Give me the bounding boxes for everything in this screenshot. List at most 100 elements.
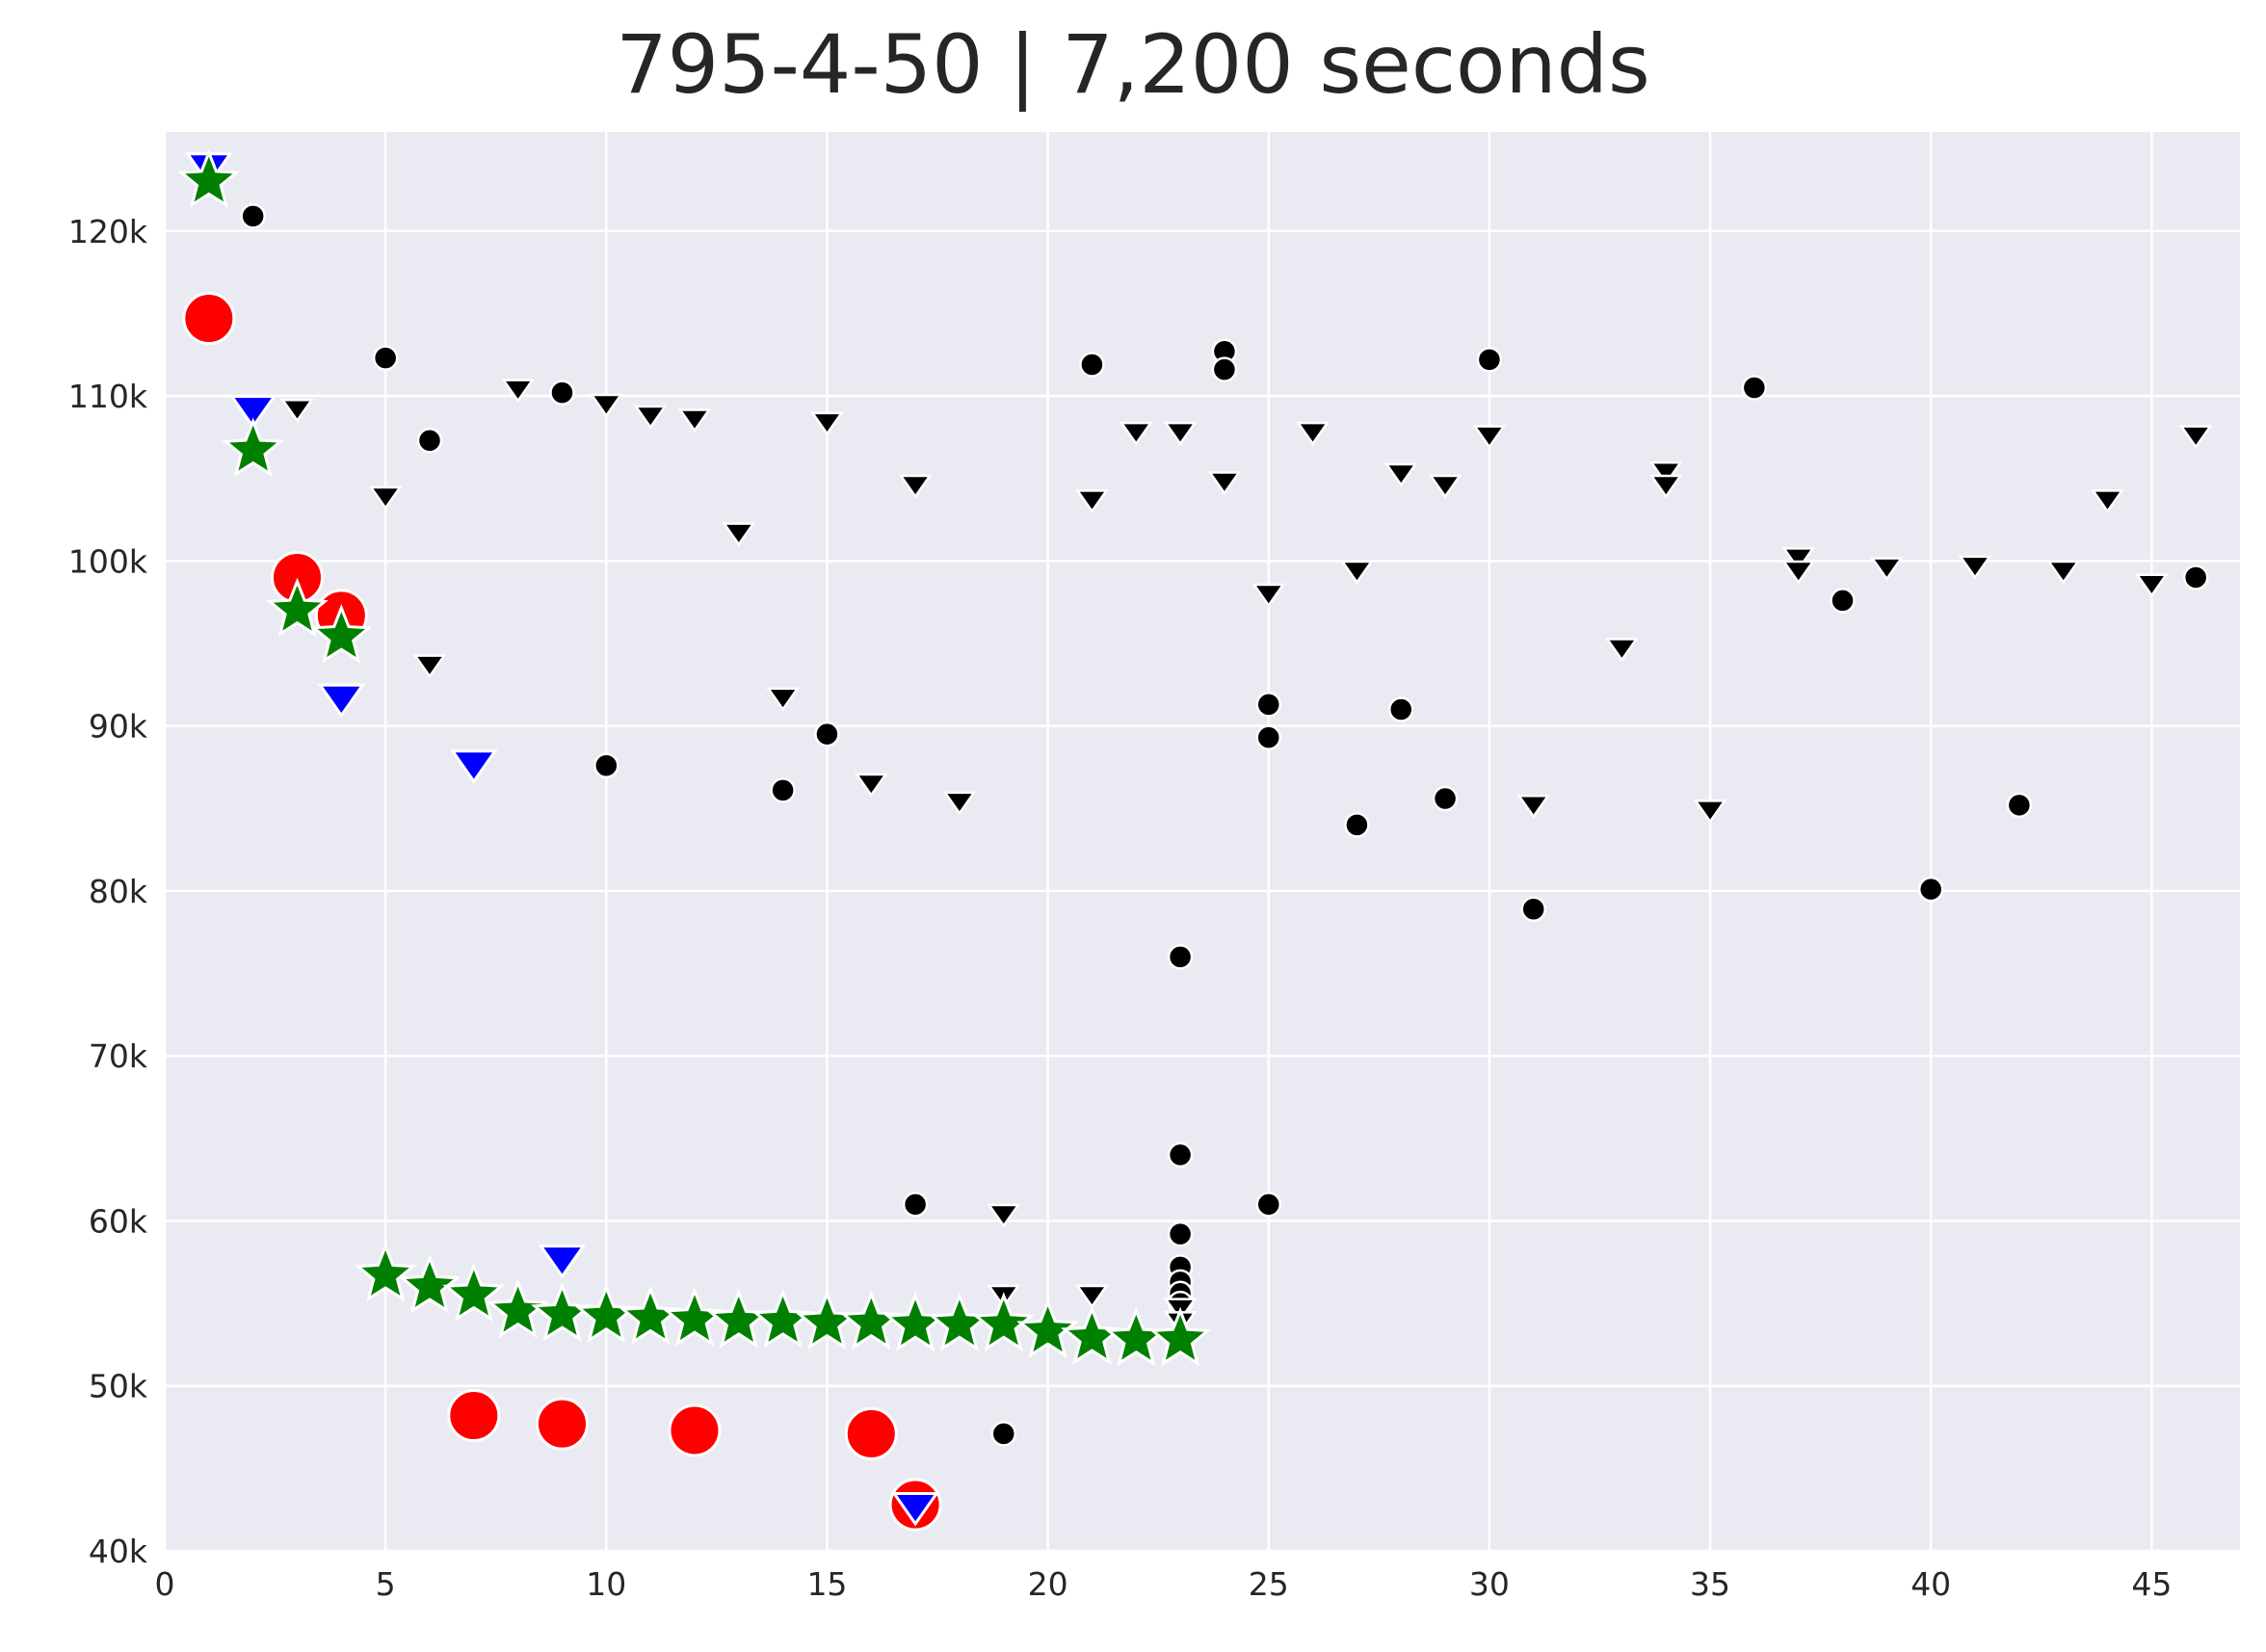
green-star-point xyxy=(1061,1304,1123,1365)
black-triangle-point xyxy=(1958,555,1992,580)
black-triangle-point xyxy=(1075,489,1109,513)
black-triangle-point xyxy=(633,405,668,430)
black-triangle-point xyxy=(1428,474,1462,499)
black-circle-point xyxy=(2006,792,2033,819)
black-circle-point xyxy=(2182,564,2209,590)
black-triangle-point xyxy=(1252,583,1286,608)
black-triangle-point xyxy=(1693,800,1727,824)
green-star-point xyxy=(663,1287,726,1347)
black-triangle-point xyxy=(1119,421,1153,446)
green-star-point xyxy=(398,1253,461,1314)
black-triangle-point xyxy=(2046,560,2081,585)
x-axis-tick-labels: 0 5 10 15 20 25 30 35 40 45 xyxy=(155,1565,2173,1603)
black-circle-point xyxy=(1255,692,1281,718)
black-triangle-point xyxy=(2178,425,2213,450)
black-circle-point xyxy=(1255,1192,1281,1218)
green-star-point xyxy=(354,1242,417,1302)
x-tick-label: 30 xyxy=(1469,1565,1510,1603)
x-tick-label: 10 xyxy=(586,1565,626,1603)
red-circle-point xyxy=(668,1403,722,1457)
green-star-point xyxy=(530,1281,593,1342)
blue-triangle-point xyxy=(891,1492,939,1527)
black-triangle-point xyxy=(280,398,314,423)
y-tick-label: 110k xyxy=(68,378,148,415)
black-triangle-point xyxy=(1207,471,1242,496)
black-circle-point xyxy=(416,428,443,454)
red-circle-point xyxy=(535,1397,589,1451)
black-circle-point xyxy=(1741,375,1768,401)
green-star-point xyxy=(839,1290,903,1350)
green-star-point xyxy=(487,1278,550,1339)
y-tick-label: 50k xyxy=(89,1368,148,1405)
black-circle-point xyxy=(1520,896,1546,922)
black-triangle-point xyxy=(1604,638,1639,663)
black-circle-point xyxy=(1211,356,1238,382)
black-triangle-point xyxy=(1648,461,1683,485)
black-circle-point xyxy=(1079,352,1105,378)
black-triangle-point xyxy=(1781,560,1816,585)
x-tick-label: 40 xyxy=(1910,1565,1951,1603)
blue-triangle-point xyxy=(317,683,366,719)
x-tick-label: 20 xyxy=(1028,1565,1068,1603)
black-circle-point xyxy=(1255,724,1281,750)
green-star-point xyxy=(1148,1306,1212,1367)
blue-triangle-point xyxy=(228,395,277,430)
black-triangle-point xyxy=(1516,795,1551,819)
black-triangle-point xyxy=(1869,557,1904,582)
y-tick-label: 120k xyxy=(68,213,148,250)
green-star-point xyxy=(222,417,285,478)
black-triangle-point xyxy=(1296,421,1330,446)
black-circle-point xyxy=(902,1192,929,1218)
y-tick-label: 70k xyxy=(89,1037,148,1075)
chart-title: 795-4-50 | 7,200 seconds xyxy=(616,17,1650,112)
black-circle-point xyxy=(240,203,266,229)
green-star-point xyxy=(1016,1298,1080,1358)
black-triangle-point xyxy=(898,474,933,499)
black-circle-point xyxy=(1830,588,1856,614)
green-star-point xyxy=(619,1285,682,1346)
black-triangle-point xyxy=(854,773,888,798)
black-triangle-point xyxy=(1648,474,1683,499)
black-circle-point xyxy=(770,777,796,803)
black-circle-point xyxy=(1432,785,1459,812)
plot-background xyxy=(165,132,2240,1551)
black-triangle-point xyxy=(368,485,403,511)
green-star-point xyxy=(751,1288,815,1349)
x-tick-label: 0 xyxy=(155,1565,175,1603)
black-triangle-point xyxy=(501,379,536,404)
grid-lines xyxy=(163,132,2240,1553)
y-tick-label: 60k xyxy=(89,1202,148,1240)
y-tick-label: 100k xyxy=(68,542,148,580)
black-triangle-point xyxy=(1781,547,1816,571)
black-triangle-point xyxy=(766,687,801,712)
black-triangle-point xyxy=(1075,1284,1109,1309)
red-circle-point xyxy=(844,1406,898,1460)
y-tick-label: 90k xyxy=(89,708,148,746)
black-circle-point xyxy=(1167,1220,1194,1247)
x-tick-label: 45 xyxy=(2131,1565,2172,1603)
black-circle-point xyxy=(1344,812,1370,838)
green-star-point xyxy=(177,148,241,209)
data-points xyxy=(177,148,2213,1532)
x-tick-label: 25 xyxy=(1249,1565,1289,1603)
black-circle-point xyxy=(549,380,575,406)
black-triangle-point xyxy=(412,654,447,679)
blue-triangle-point xyxy=(538,1245,587,1279)
black-triangle-point xyxy=(942,791,977,816)
x-tick-label: 35 xyxy=(1690,1565,1730,1603)
black-triangle-point xyxy=(1339,560,1374,585)
black-triangle-point xyxy=(2091,489,2124,513)
red-circle-point xyxy=(447,1389,501,1443)
green-star-point xyxy=(442,1262,506,1323)
black-triangle-point xyxy=(987,1203,1021,1228)
black-triangle-point xyxy=(1383,462,1418,487)
black-circle-point xyxy=(1167,944,1194,970)
black-circle-point xyxy=(990,1421,1017,1447)
black-triangle-point xyxy=(722,522,756,547)
y-axis-tick-labels: 40k 50k 60k 70k 80k 90k 100k 110k 120k xyxy=(68,213,148,1570)
black-circle-point xyxy=(1387,696,1414,722)
black-circle-point xyxy=(593,752,619,778)
green-star-point xyxy=(266,577,329,638)
black-triangle-point xyxy=(2134,573,2169,598)
